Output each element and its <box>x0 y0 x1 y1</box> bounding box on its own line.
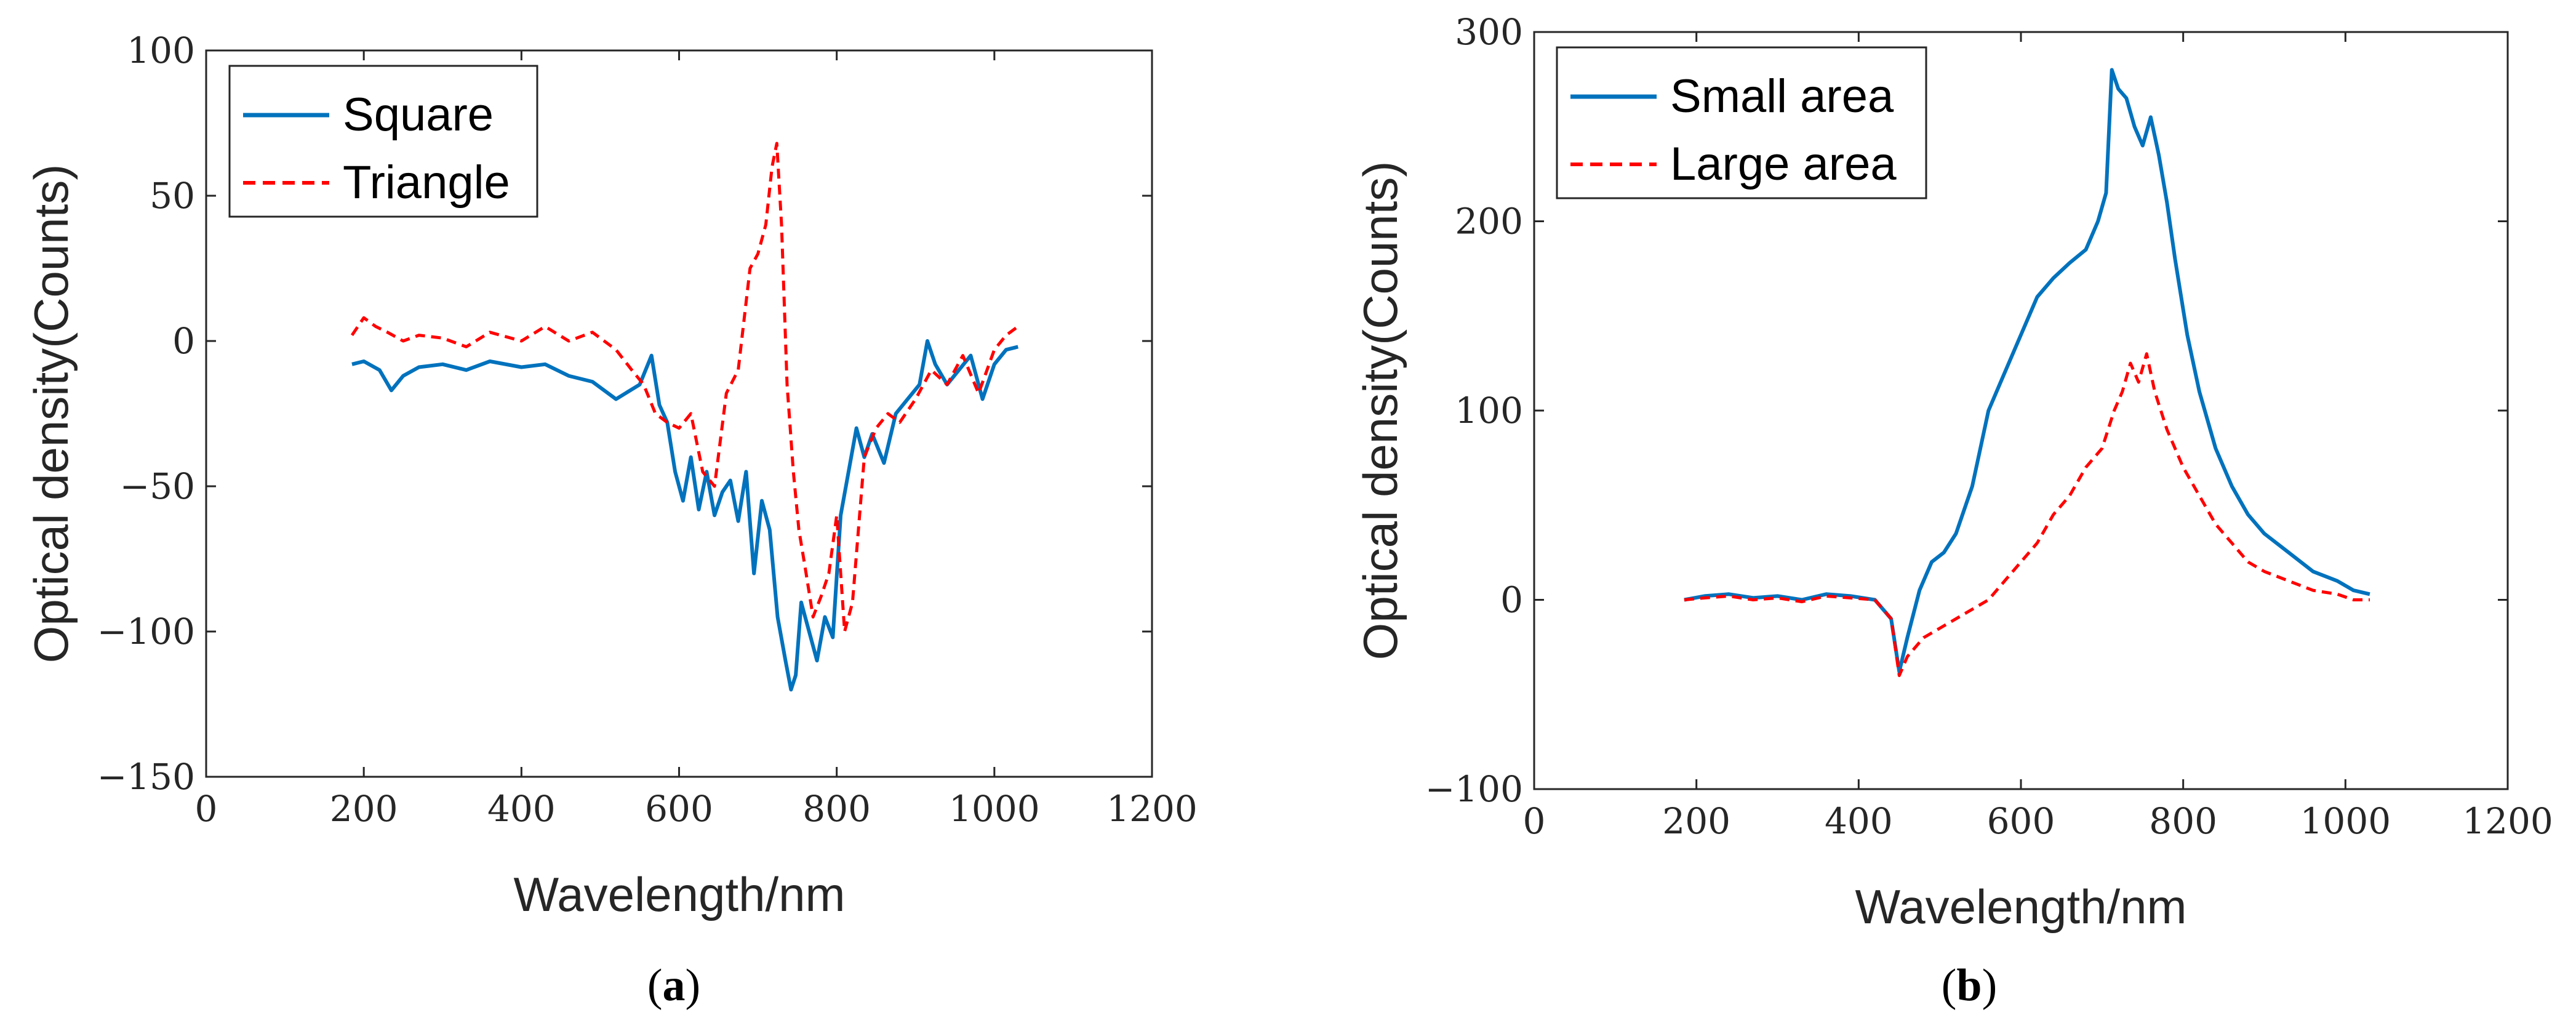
y-tick-label-b-3: 0 <box>1500 579 1523 621</box>
series-b <box>1684 68 2370 677</box>
x-axis-label-a: Wavelength/nm <box>513 867 845 921</box>
series-a <box>350 142 1019 692</box>
legend-label-small-area: Small area <box>1670 70 1894 122</box>
x-tick-label-a-1: 200 <box>330 788 398 830</box>
x-tick-label-a-0: 0 <box>195 788 218 830</box>
legend-box-b <box>1556 46 1927 199</box>
x-tick-label-b-4: 800 <box>2149 800 2217 842</box>
series-line-large-area <box>1684 352 2370 677</box>
caption-letter-b: b <box>1956 960 1982 1011</box>
legend-label-triangle: Triangle <box>343 156 510 209</box>
x-tick-label-b-3: 600 <box>1987 800 2055 842</box>
series-line-square <box>351 339 1019 692</box>
x-tick-label-a-6: 1200 <box>1106 788 1198 830</box>
y-axis-label-a: Optical density(Counts) <box>24 164 78 664</box>
x-tick-label-a-2: 400 <box>487 788 556 830</box>
x-tick-label-a-4: 800 <box>802 788 871 830</box>
legend-box-a <box>228 65 538 218</box>
series-line-triangle <box>350 142 1019 633</box>
legend-label-large-area: Large area <box>1670 138 1897 190</box>
x-tick-label-a-5: 1000 <box>949 788 1040 830</box>
x-tick-label-b-1: 200 <box>1662 800 1730 842</box>
x-axis-label-b: Wavelength/nm <box>1855 880 2186 934</box>
y-tick-label-b-2: 100 <box>1455 390 1523 431</box>
x-tick-label-b-6: 1200 <box>2462 800 2553 842</box>
y-tick-label-a-5: −150 <box>97 756 195 798</box>
y-axis-label-b: Optical density(Counts) <box>1353 161 1407 660</box>
legend-a: Square Triangle <box>228 65 538 218</box>
caption-letter-a: a <box>663 960 686 1011</box>
y-tick-label-a-4: −100 <box>97 611 195 652</box>
y-tick-label-a-0: 100 <box>127 30 195 71</box>
panel-a: 0 200 400 600 800 1000 1200 100 50 0 −50 −100 −150 S… <box>24 30 1198 1011</box>
legend-b: Small area Large area <box>1556 46 1927 199</box>
y-tick-label-b-4: −100 <box>1425 768 1523 810</box>
y-tick-label-a-3: −50 <box>120 465 195 507</box>
x-tick-label-a-3: 600 <box>645 788 713 830</box>
y-tick-label-a-2: 0 <box>172 320 195 362</box>
y-tick-label-b-1: 200 <box>1455 201 1523 243</box>
x-tick-label-b-5: 1000 <box>2300 800 2391 842</box>
x-tick-label-b-2: 400 <box>1825 800 1893 842</box>
caption-a: (a) <box>647 960 700 1011</box>
legend-label-square: Square <box>343 89 494 141</box>
x-tick-label-b-0: 0 <box>1523 800 1546 842</box>
caption-b: (b) <box>1942 960 1997 1011</box>
ticks-a: 0 200 400 600 800 1000 1200 100 50 0 −50 −100 −150 <box>97 30 1198 830</box>
y-tick-label-a-1: 50 <box>150 175 195 217</box>
y-tick-label-b-0: 300 <box>1455 11 1523 53</box>
